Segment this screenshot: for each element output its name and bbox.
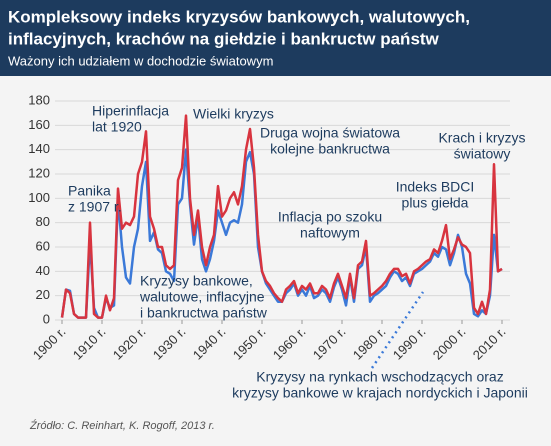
chart-title: inflacyjnych, krachów na giełdzie i bank… xyxy=(8,29,440,48)
y-tick-label: 20 xyxy=(36,287,50,302)
annotation: Druga wojna światowa xyxy=(260,125,400,141)
annotation: Kryzysy bankowe, xyxy=(140,273,253,289)
y-tick-label: 40 xyxy=(36,263,50,278)
annotation: Panika xyxy=(68,183,111,199)
annotation: kolejne bankructwa xyxy=(270,141,390,157)
y-tick-label: 160 xyxy=(28,117,50,132)
chart-title: Kompleksowy indeks kryzysów bankowych, w… xyxy=(8,7,470,26)
chart-subtitle: Ważony ich udziałem w dochodzie światowy… xyxy=(8,53,273,68)
annotation: Kryzysy na rynkach wschodzących oraz xyxy=(256,369,503,385)
annotation: z 1907 r. xyxy=(68,199,122,215)
y-tick-label: 180 xyxy=(28,92,50,107)
y-tick-label: 100 xyxy=(28,190,50,205)
annotation: Wielki kryzys xyxy=(193,106,274,122)
source: Źródło: C. Reinhart, K. Rogoff, 2013 r. xyxy=(29,419,215,432)
y-tick-label: 120 xyxy=(28,165,50,180)
annotation: naftowym xyxy=(300,225,360,241)
series-line xyxy=(60,114,503,319)
annotation: światowy xyxy=(454,146,511,162)
y-tick-label: 140 xyxy=(28,141,50,156)
annotation: plus giełda xyxy=(402,195,469,211)
annotation: Indeks BDCI xyxy=(396,179,475,195)
annotation: walutowe, inflacyjne xyxy=(139,289,265,305)
annotation: kryzysy bankowe w krajach nordyckich i J… xyxy=(232,385,528,401)
y-tick-label: 80 xyxy=(36,214,50,229)
y-tick-label: 0 xyxy=(43,311,50,326)
y-tick-label: 60 xyxy=(36,238,50,253)
annotation: Hiperinflacja xyxy=(92,103,169,119)
annotation: Inflacja po szoku xyxy=(278,209,382,225)
annotation: lat 1920 xyxy=(92,119,142,135)
header xyxy=(0,0,551,76)
annotation: i bankructwa państw xyxy=(140,305,268,321)
annotation: Krach i kryzys xyxy=(438,130,525,146)
